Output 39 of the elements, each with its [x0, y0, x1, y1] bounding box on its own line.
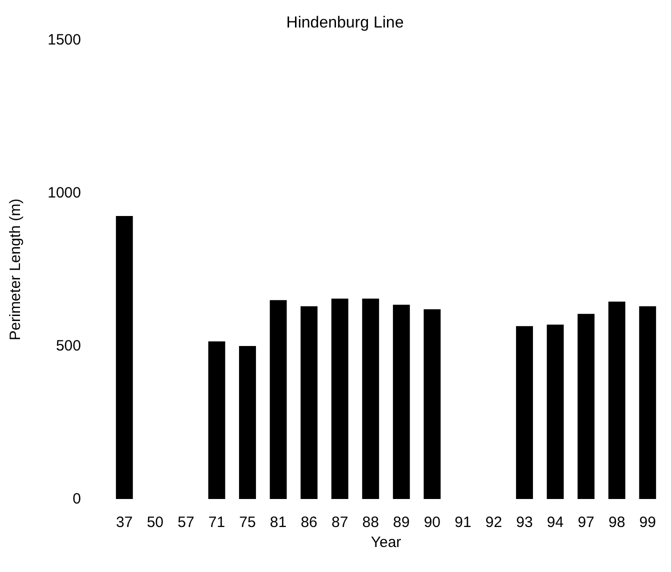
- bar: [116, 216, 133, 499]
- x-tick-label: 89: [393, 514, 410, 531]
- bar: [608, 302, 626, 499]
- bar: [300, 306, 318, 499]
- chart-title: Hindenburg Line: [286, 14, 404, 32]
- x-tick-label: 92: [485, 514, 502, 531]
- y-tick-label: 1500: [48, 32, 81, 48]
- x-tick-label: 50: [146, 514, 164, 531]
- bar: [639, 306, 656, 499]
- x-tick-label: 99: [639, 514, 656, 531]
- x-tick-label: 88: [362, 514, 379, 531]
- x-tick-label: 75: [239, 514, 256, 531]
- x-tick-label: 57: [178, 514, 194, 531]
- y-tick-label: 0: [72, 490, 81, 508]
- bar: [331, 298, 348, 499]
- x-tick-label: 90: [424, 514, 441, 531]
- x-tick-label: 71: [208, 514, 226, 531]
- y-tick-label: 1000: [48, 184, 81, 202]
- bar: [239, 346, 256, 499]
- bar: [546, 324, 564, 499]
- bar: [424, 309, 441, 499]
- bar: [392, 304, 410, 499]
- x-tick-label: 98: [608, 514, 626, 531]
- bar: [362, 298, 380, 499]
- bar: [516, 326, 533, 499]
- x-tick-label: 93: [516, 514, 533, 531]
- x-tick-label: 87: [331, 514, 348, 531]
- x-tick-label: 81: [270, 514, 287, 531]
- x-axis-title: Year: [370, 534, 402, 551]
- x-tick-label: 91: [454, 514, 472, 531]
- x-tick-label: 37: [116, 514, 133, 531]
- x-tick-label: 97: [578, 514, 594, 531]
- y-axis-title: Perimeter Length (m): [7, 198, 24, 340]
- bar: [270, 300, 287, 499]
- x-tick-label: 86: [300, 514, 318, 531]
- bar: [578, 314, 595, 499]
- x-tick-label: 94: [546, 514, 564, 531]
- y-tick-label: 500: [56, 338, 81, 354]
- bar: [208, 341, 226, 499]
